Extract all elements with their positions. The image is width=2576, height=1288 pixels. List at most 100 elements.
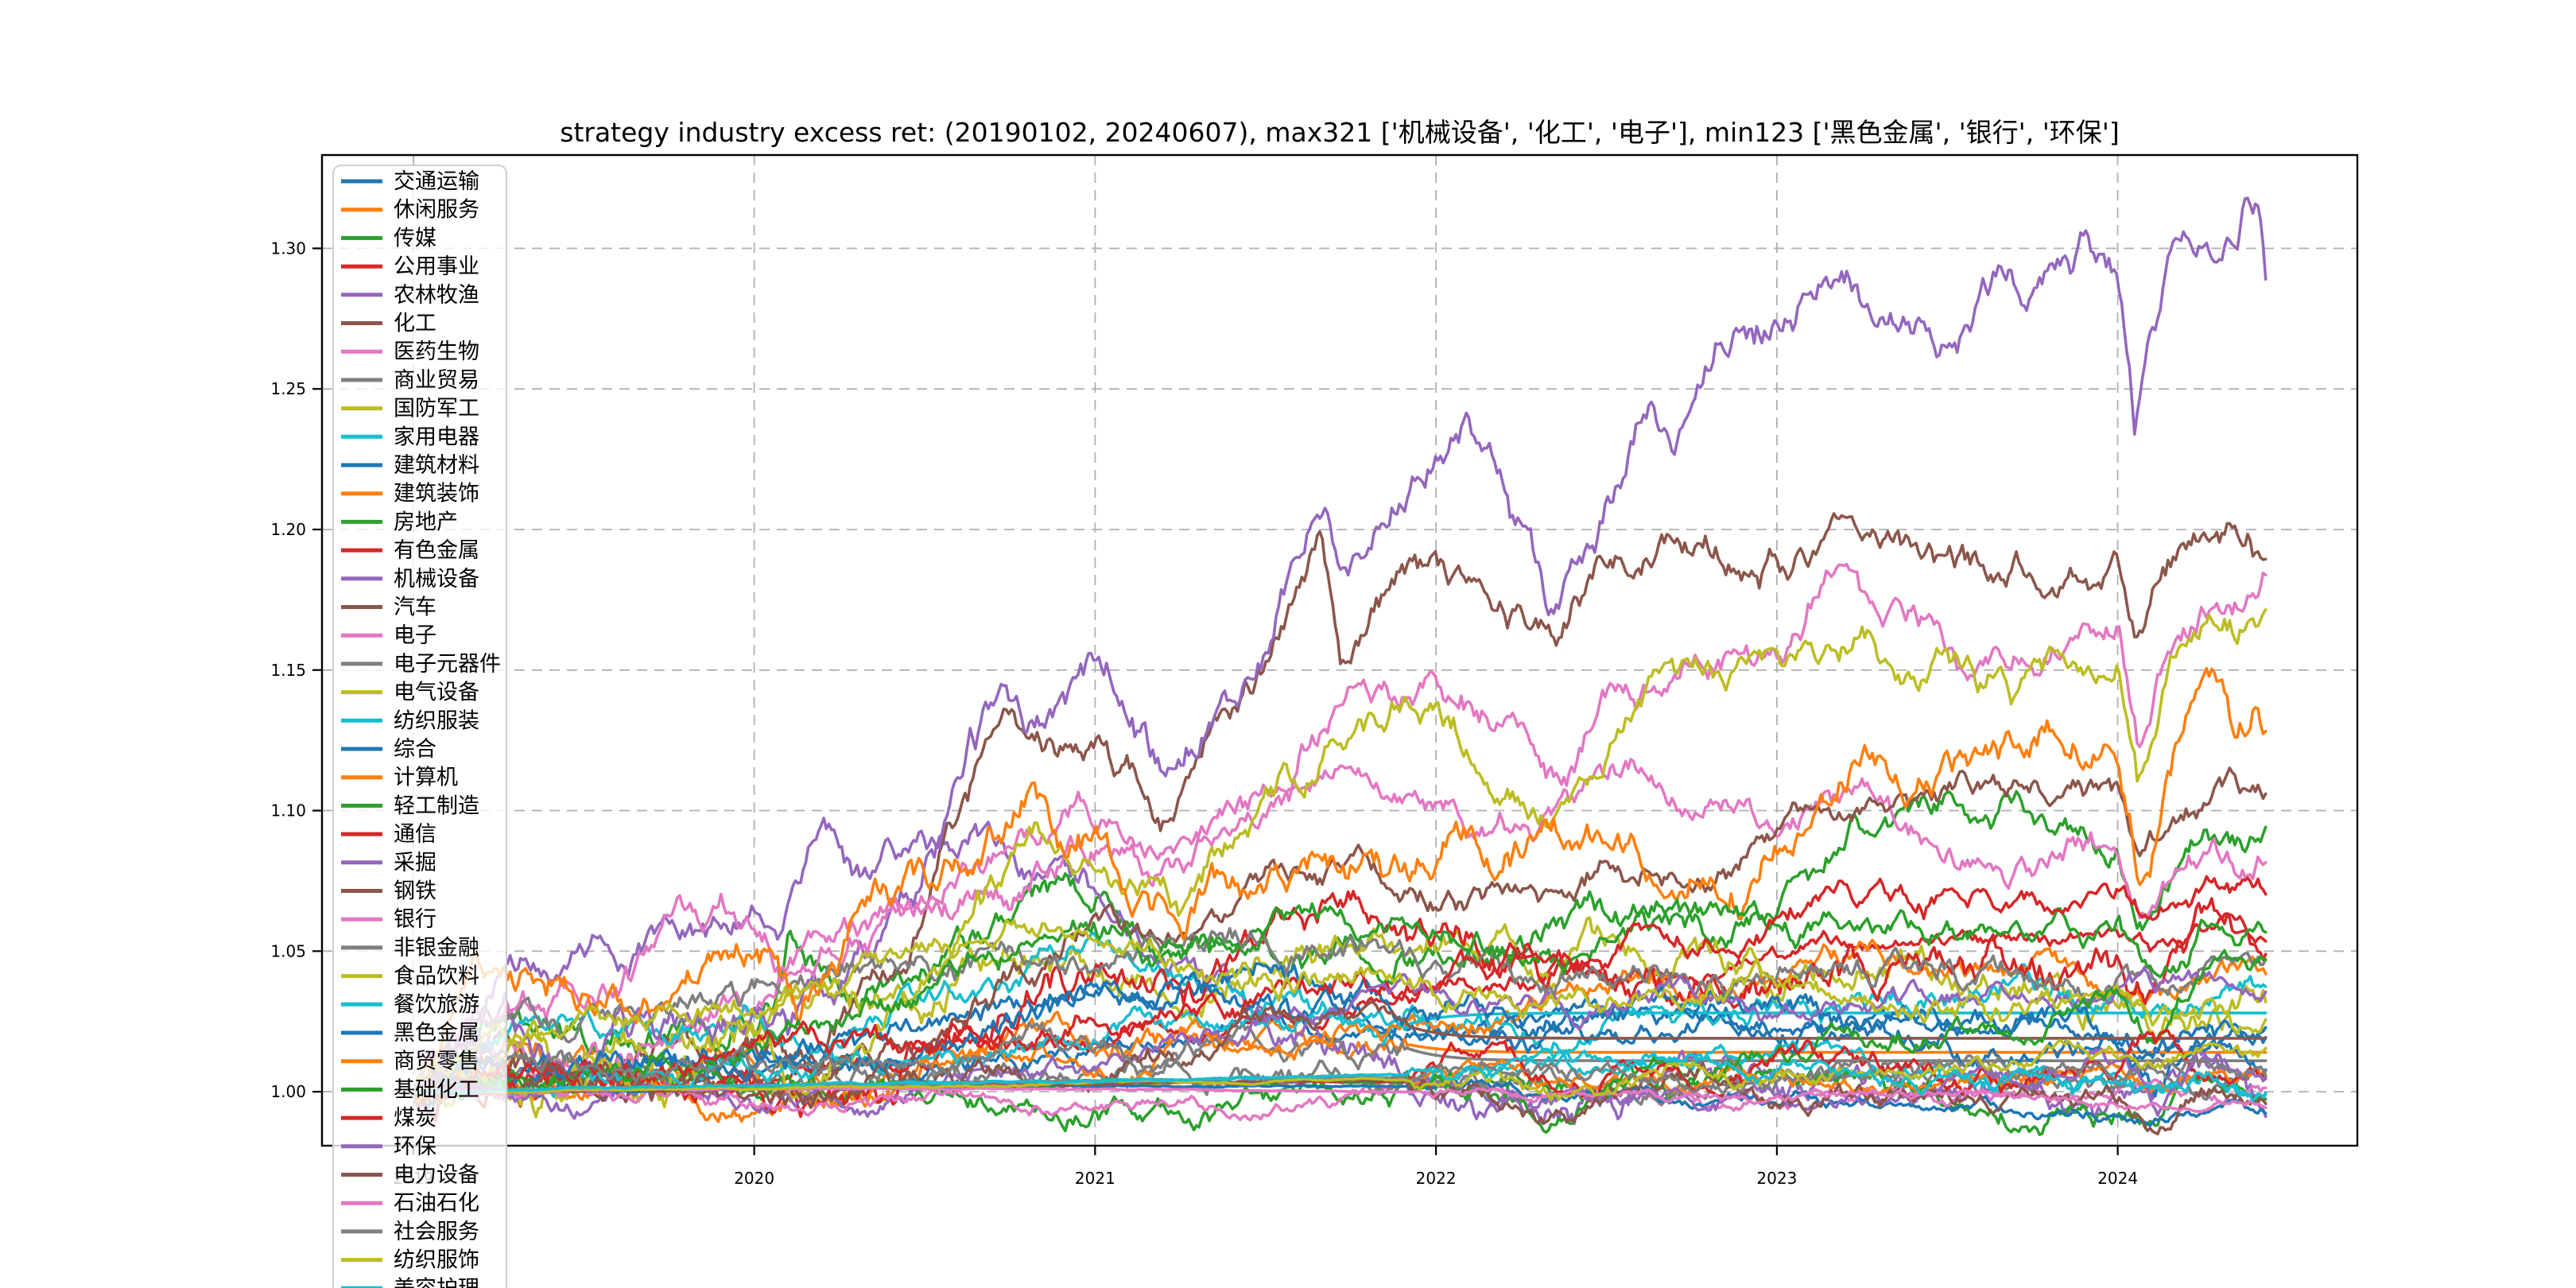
legend-label: 美容护理: [394, 1276, 479, 1288]
legend-label: 农林牧渔: [394, 283, 479, 308]
legend-item: 医药生物: [341, 339, 479, 364]
legend-item: 国防军工: [341, 397, 479, 421]
series-line-电子: [413, 562, 2268, 1092]
series-line-有色金属: [413, 890, 2268, 1123]
legend-item: 汽车: [341, 596, 436, 620]
legend-label: 煤炭: [394, 1106, 436, 1131]
series-line-传媒: [413, 789, 2268, 1095]
x-tick-label: 2021: [1075, 1169, 1115, 1188]
legend-item: 环保: [341, 1135, 436, 1159]
legend-label: 传媒: [394, 226, 436, 250]
legend-item: 电力设备: [341, 1163, 479, 1188]
legend-label: 国防军工: [394, 397, 479, 421]
legend-item: 有色金属: [341, 538, 479, 563]
legend-item: 采掘: [341, 851, 436, 875]
axes-box: [320, 153, 2359, 1147]
legend-label: 通信: [394, 822, 436, 847]
legend-label: 汽车: [394, 596, 436, 620]
legend-label: 房地产: [394, 510, 458, 534]
legend-label: 采掘: [394, 851, 436, 875]
legend-label: 钢铁: [394, 879, 436, 904]
y-tick-label: 1.05: [270, 941, 306, 960]
legend-item: 休闲服务: [341, 198, 479, 223]
legend: 交通运输休闲服务传媒公用事业农林牧渔化工医药生物商业贸易国防军工家用电器建筑材料…: [332, 165, 507, 1288]
y-tick-label: 1.25: [270, 379, 306, 398]
y-tick-label: 1.10: [270, 801, 306, 821]
legend-label: 纺织服装: [394, 708, 479, 733]
legend-label: 化工: [394, 312, 436, 336]
series-line-电子元器件: [413, 926, 2268, 1093]
legend-box: [332, 165, 507, 1288]
legend-label: 建筑材料: [394, 453, 479, 478]
legend-item: 煤炭: [341, 1106, 436, 1131]
legend-item: 食品饮料: [341, 964, 479, 989]
series-lines: [413, 196, 2268, 1136]
legend-item: 钢铁: [341, 879, 436, 904]
legend-item: 社会服务: [341, 1220, 479, 1244]
legend-label: 商贸零售: [394, 1049, 479, 1074]
legend-label: 电气设备: [394, 681, 479, 705]
legend-label: 交通运输: [394, 169, 479, 194]
legend-label: 电子元器件: [394, 652, 501, 677]
legend-item: 电气设备: [341, 681, 479, 705]
legend-item: 商业贸易: [341, 368, 479, 393]
legend-item: 综合: [341, 737, 436, 762]
legend-item: 农林牧渔: [341, 283, 479, 308]
legend-item: 建筑材料: [341, 453, 479, 478]
legend-item: 家用电器: [341, 425, 479, 449]
series-line-石油石化: [413, 1086, 2268, 1114]
chart-title: strategy industry excess ret: (20190102,…: [560, 117, 2119, 148]
legend-item: 非银金融: [341, 936, 479, 960]
series-line-汽车: [413, 766, 2268, 1109]
axis-ticks: [312, 247, 2119, 1155]
y-tick-label: 1.30: [270, 239, 306, 258]
legend-item: 石油石化: [341, 1191, 479, 1216]
legend-label: 黑色金属: [394, 1021, 479, 1046]
legend-item: 美容护理: [341, 1276, 479, 1288]
legend-label: 环保: [394, 1135, 436, 1159]
legend-label: 综合: [394, 737, 436, 762]
legend-label: 轻工制造: [394, 793, 479, 818]
legend-item: 黑色金属: [341, 1021, 479, 1046]
legend-item: 餐饮旅游: [341, 992, 479, 1017]
x-tick-label: 2020: [734, 1169, 774, 1188]
legend-item: 商贸零售: [341, 1049, 479, 1074]
series-line-计算机: [413, 666, 2268, 1103]
x-tick-label: 2024: [2097, 1169, 2138, 1188]
legend-label: 电力设备: [394, 1163, 479, 1188]
series-line-医药生物: [413, 758, 2268, 1089]
legend-label: 食品饮料: [394, 964, 479, 989]
legend-label: 餐饮旅游: [394, 992, 479, 1017]
y-tick-label: 1.20: [270, 520, 306, 539]
legend-item: 化工: [341, 312, 436, 336]
legend-item: 通信: [341, 822, 436, 847]
series-line-采掘: [413, 968, 2268, 1120]
legend-label: 公用事业: [394, 254, 479, 279]
legend-item: 电子元器件: [341, 652, 501, 677]
series-line-美容护理: [413, 1047, 2268, 1103]
legend-label: 商业贸易: [394, 368, 479, 393]
legend-label: 银行: [394, 907, 436, 932]
legend-label: 医药生物: [394, 339, 479, 364]
legend-label: 电子: [394, 623, 436, 648]
legend-label: 计算机: [394, 766, 458, 790]
legend-label: 非银金融: [394, 936, 479, 960]
legend-item: 银行: [341, 907, 436, 932]
legend-item: 计算机: [341, 766, 458, 790]
legend-label: 纺织服饰: [394, 1248, 479, 1273]
series-line-化工: [413, 512, 2268, 1092]
legend-label: 建筑装饰: [394, 482, 479, 506]
y-tick-label: 1.00: [270, 1082, 306, 1101]
x-tick-label: 2023: [1756, 1169, 1797, 1188]
legend-item: 纺织服饰: [341, 1248, 479, 1273]
legend-label: 有色金属: [394, 538, 479, 563]
x-tick-label: 2022: [1416, 1169, 1457, 1188]
series-line-食品饮料: [413, 918, 2268, 1088]
legend-item: 建筑装饰: [341, 482, 479, 506]
legend-label: 家用电器: [394, 425, 479, 449]
legend-item: 轻工制造: [341, 793, 479, 818]
legend-label: 机械设备: [394, 567, 479, 592]
series-line-家用电器: [413, 931, 2268, 1095]
